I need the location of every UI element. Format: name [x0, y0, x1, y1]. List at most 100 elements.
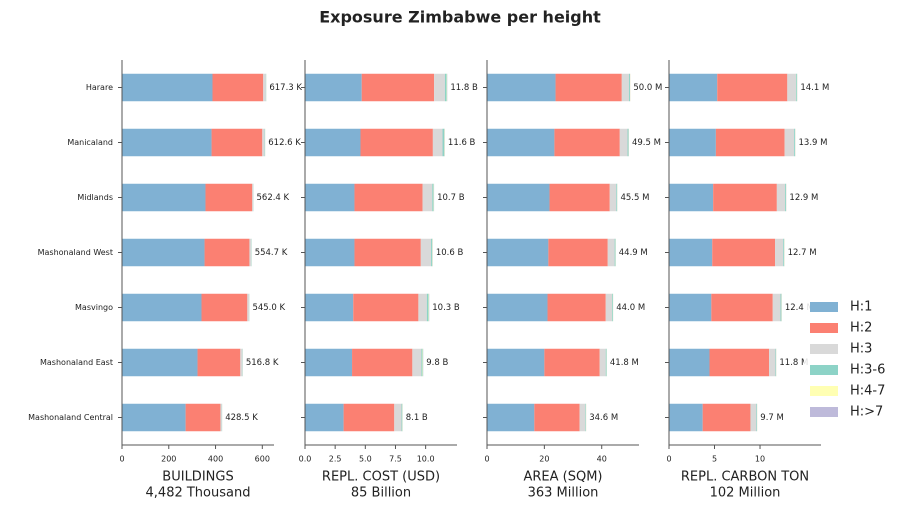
bar-segment [343, 403, 395, 432]
total-label: 9.7 M [760, 413, 784, 423]
bar-segment [609, 183, 617, 212]
bar-segment [712, 238, 776, 267]
bar-segment [669, 183, 714, 212]
bar-segment [122, 183, 206, 212]
x-axis-label: REPL. CARBON TON [681, 470, 809, 485]
bar-segment [619, 128, 628, 157]
bar-segment [220, 403, 222, 432]
total-label: 44.9 M [619, 248, 648, 258]
x-tick-label: 10.0 [417, 455, 435, 464]
total-label: 12.7 M [788, 248, 817, 258]
bar-segment [418, 293, 427, 322]
bar-segment [627, 128, 629, 157]
bar-segment [702, 403, 751, 432]
bar-segment [432, 183, 434, 212]
bar-segment [785, 183, 786, 212]
bar-segment [432, 128, 443, 157]
total-label: 545.0 K [252, 303, 285, 313]
x-tick-label: 400 [208, 455, 223, 464]
bar-segment [305, 238, 355, 267]
total-label: 14.1 M [800, 83, 829, 93]
bar-segment [487, 183, 550, 212]
total-label: 34.6 M [589, 413, 618, 423]
y-tick-label: Mashonaland Central [28, 413, 113, 422]
bar-segment [434, 73, 445, 102]
total-label: 10.6 B [436, 248, 464, 258]
panel: 14.1 M 13.9 M 12.9 M 12.7 M 12.4 M 11.8 M 9.7 … [665, 60, 829, 501]
total-label: 10.7 B [437, 193, 465, 203]
bar-segment [487, 238, 549, 267]
bar-segment [305, 293, 354, 322]
x-tick-label: 0 [119, 455, 124, 464]
x-axis-note: 102 Million [710, 486, 781, 501]
bar-segment [263, 73, 266, 102]
legend: H:1 H:2 H:3 H:3-6 H:4-7 H:>7 [804, 296, 898, 420]
y-tick-label: Mashonaland West [38, 248, 113, 257]
x-tick-label: 600 [255, 455, 270, 464]
bar-segment [487, 348, 545, 377]
bar-segment [444, 73, 447, 102]
x-axis-note: 4,482 Thousand [146, 486, 251, 501]
legend-background [804, 296, 898, 420]
bar-segment [717, 73, 788, 102]
bar-segment [669, 238, 713, 267]
total-label: 12.4 M [785, 303, 814, 313]
bar-segment [240, 348, 243, 377]
legend-swatch [810, 323, 838, 333]
panel: 50.0 M 49.5 M 45.5 M 44.9 M 44.0 M 41.8 M 34.6… [483, 60, 662, 501]
bar-segment [585, 403, 586, 432]
bar-segment [352, 348, 413, 377]
total-label: 612.6 K [268, 138, 301, 148]
bar-segment [772, 293, 781, 322]
bar-segment [669, 348, 710, 377]
bar-segment [421, 348, 423, 377]
bar-segment [769, 348, 776, 377]
total-label: 50.0 M [633, 83, 662, 93]
bar-segment [599, 348, 606, 377]
total-label: 41.8 M [610, 358, 639, 368]
legend-label: H:4-7 [850, 384, 885, 399]
bar-segment [442, 128, 445, 157]
bar-segment [614, 238, 616, 267]
bar-segment [305, 348, 353, 377]
legend-swatch [810, 365, 838, 375]
total-label: 11.6 B [448, 138, 476, 148]
bar-segment [185, 403, 221, 432]
bar-segment [262, 128, 265, 157]
total-label: 428.5 K [225, 413, 258, 423]
bar-segment [360, 128, 433, 157]
bar-segment [534, 403, 580, 432]
bar-segment [669, 403, 703, 432]
bar-segment [713, 183, 777, 212]
bar-segment [775, 348, 777, 377]
bar-segment [628, 73, 630, 102]
total-label: 562.4 K [257, 193, 290, 203]
legend-label: H:3 [850, 342, 872, 357]
y-tick-label: Midlands [77, 193, 113, 202]
legend-label: H:>7 [850, 405, 883, 420]
y-tick-label: Manicaland [67, 138, 113, 147]
bar-segment [487, 403, 535, 432]
bar-segment [122, 73, 213, 102]
x-axis-label: BUILDINGS [162, 470, 233, 485]
legend-swatch [810, 344, 838, 354]
bar-segment [122, 403, 186, 432]
bar-segment [354, 238, 421, 267]
bar-segment [554, 128, 620, 157]
bar-segment [201, 293, 248, 322]
x-tick-label: 5 [712, 455, 717, 464]
total-label: 554.7 K [255, 248, 288, 258]
bar-segment [305, 403, 344, 432]
bar-segment [249, 238, 252, 267]
bar-segment [247, 293, 250, 322]
bar-segment [122, 238, 205, 267]
x-axis-label: AREA (SQM) [523, 470, 602, 485]
bar-segment [305, 128, 361, 157]
x-tick-label: 2.5 [329, 455, 342, 464]
total-label: 617.3 K [269, 83, 302, 93]
total-label: 13.9 M [799, 138, 828, 148]
x-tick-label: 0.0 [299, 455, 312, 464]
x-tick-label: 0 [666, 455, 671, 464]
bar-segment [750, 403, 757, 432]
